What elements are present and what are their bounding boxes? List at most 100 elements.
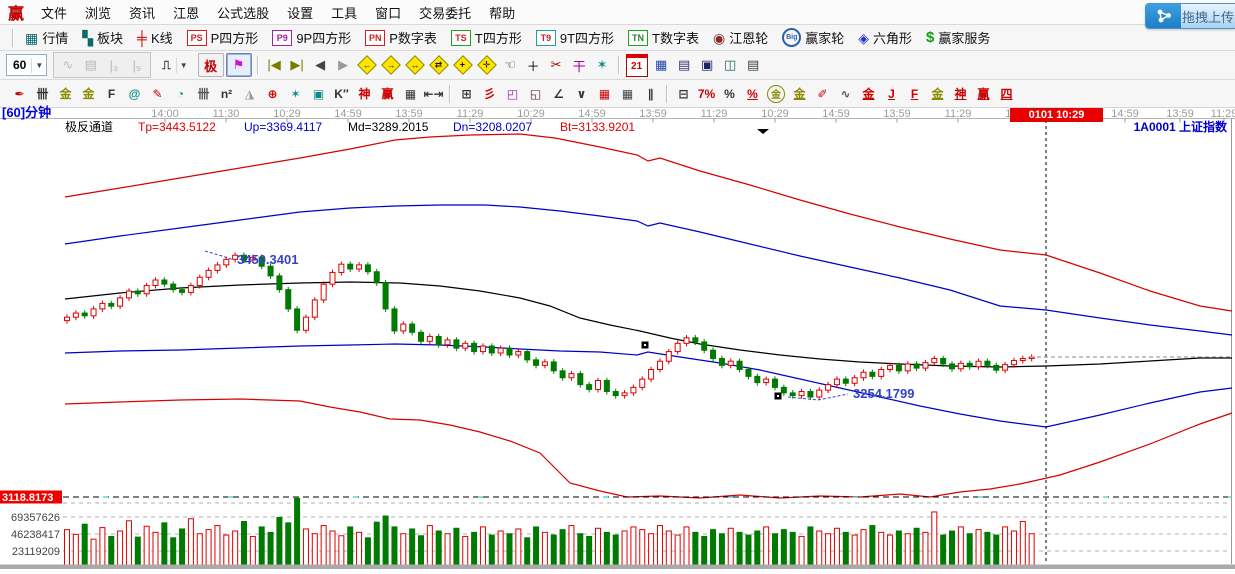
menu-文件[interactable]: 文件 bbox=[41, 5, 68, 21]
toolbar-item-kline[interactable]: ╪ K线 bbox=[130, 28, 180, 47]
toolbar-item-9t-square[interactable]: T9 9T四方形 bbox=[529, 28, 621, 47]
menu-浏览[interactable]: 浏览 bbox=[85, 5, 112, 21]
triangle-tool[interactable]: ◮ bbox=[244, 86, 255, 101]
preview-button[interactable]: ◫ bbox=[723, 57, 737, 72]
save-button[interactable]: ▣ bbox=[700, 57, 714, 72]
parallel-lines-tool[interactable]: ∥ bbox=[647, 86, 654, 101]
f-angle-tool[interactable]: F bbox=[910, 86, 919, 101]
notes-button[interactable]: ▤ bbox=[677, 57, 691, 72]
wave-tool[interactable]: ∿ bbox=[840, 86, 851, 101]
ying-angle-tool[interactable]: 赢 bbox=[977, 87, 990, 101]
toolbar-item-9p-square[interactable]: P9 9P四方形 bbox=[265, 28, 358, 47]
dark-grid-tool[interactable]: ▦ bbox=[621, 86, 634, 101]
square-web-tool[interactable]: ▣ bbox=[312, 86, 325, 101]
drag-upload-button[interactable]: 拖拽上传 bbox=[1145, 3, 1235, 29]
shen-angle-tool[interactable]: 神 bbox=[954, 87, 967, 101]
measure-tool-button[interactable]: ✂ bbox=[550, 57, 562, 72]
percent-angle-tool[interactable]: 7% bbox=[697, 86, 716, 101]
jump-last-button[interactable]: ▶| bbox=[290, 57, 304, 72]
hand-tool-button[interactable]: ☜ bbox=[504, 57, 516, 72]
period-select[interactable]: 60 ▼ bbox=[6, 54, 48, 76]
j-angle-tool[interactable]: J bbox=[888, 86, 895, 101]
calculator-button[interactable]: ▦ bbox=[654, 57, 668, 72]
gold-line-tool[interactable]: 金 bbox=[793, 87, 806, 101]
percent-line-tool[interactable]: % bbox=[747, 86, 758, 101]
fan-lines-tool[interactable]: 彡 bbox=[483, 87, 496, 101]
toolbar-item-p-square[interactable]: PS P四方形 bbox=[180, 28, 266, 47]
spiral-tool-button[interactable]: ✶ bbox=[596, 57, 608, 72]
grid-123-tool[interactable]: ▦ bbox=[404, 86, 417, 101]
toolbar-item-sectors[interactable]: ▚ 板块 bbox=[75, 28, 130, 47]
ruler-plain-tool[interactable]: 卌 bbox=[36, 87, 49, 101]
shen-ruler-tool[interactable]: 神 bbox=[358, 87, 371, 101]
angle-lines-tool[interactable]: ∠ bbox=[553, 86, 564, 101]
zoom-in-button[interactable]: + bbox=[452, 55, 473, 75]
calendar-button[interactable]: 21 bbox=[625, 53, 648, 77]
menu-设置[interactable]: 设置 bbox=[287, 5, 314, 21]
menu-窗口[interactable]: 窗口 bbox=[375, 5, 402, 21]
pan-right-button[interactable]: → bbox=[380, 55, 401, 75]
toolbar-item-p-number[interactable]: PN P数字表 bbox=[358, 28, 444, 47]
gold-circle-tool[interactable]: 金 bbox=[767, 84, 785, 103]
toolbar-separator bbox=[666, 84, 668, 103]
red-grid-tool[interactable]: ▦ bbox=[598, 86, 611, 101]
ruler-clock-tool[interactable]: ◔ bbox=[176, 86, 185, 101]
toolbar-item-t-square[interactable]: TS T四方形 bbox=[444, 28, 529, 47]
kline-mark-tool[interactable]: K″ bbox=[334, 86, 349, 101]
si-angle-tool[interactable]: 四 bbox=[1000, 87, 1013, 101]
box-tool[interactable]: ⊞ bbox=[461, 86, 472, 101]
bars-3-icon: |₃ bbox=[109, 57, 119, 73]
ruler-n2-tool[interactable]: n² bbox=[220, 86, 233, 101]
step-forward-button[interactable]: ▶ bbox=[338, 57, 349, 72]
brush-tool[interactable]: ✐ bbox=[817, 86, 828, 101]
indicator-name[interactable]: 极反通道 bbox=[65, 120, 114, 134]
zoom-in-button-arrow-icon: + bbox=[459, 59, 466, 70]
gold-angle-tool[interactable]: 金 bbox=[931, 87, 944, 101]
ruler-gold-1-tool[interactable]: 金 bbox=[59, 87, 72, 101]
draw-pen-tool[interactable]: ✒ bbox=[14, 86, 25, 101]
symbol-name[interactable]: 1A0001 上证指数 bbox=[1133, 120, 1227, 134]
ying-ruler-tool[interactable]: 赢 bbox=[381, 87, 394, 101]
gann-grid-tool-button[interactable]: 干 bbox=[572, 58, 586, 74]
toolbar-item-winner-service[interactable]: $ 赢家服务 bbox=[919, 28, 997, 47]
flag-marker-button[interactable]: ⚑ bbox=[225, 53, 252, 77]
ruler-fibonacci-tool[interactable]: F bbox=[107, 86, 116, 101]
compress-button[interactable]: ⇄ bbox=[428, 55, 449, 75]
gold-red-line-tool[interactable]: 金 bbox=[862, 87, 875, 101]
price-table-tool[interactable]: ⊟ bbox=[678, 86, 689, 101]
print-button[interactable]: ▤ bbox=[746, 57, 760, 72]
target-circle-tool[interactable]: ⊕ bbox=[267, 86, 278, 101]
pan-both-button[interactable]: ↔ bbox=[404, 55, 425, 75]
crosshair-tool-button[interactable]: ＋ bbox=[526, 58, 540, 74]
toolbar-item-gann-wheel[interactable]: ◉ 江恩轮 bbox=[706, 28, 775, 47]
zigzag-tool[interactable]: ∨ bbox=[576, 86, 587, 101]
ruler-spiral-tool[interactable]: @ bbox=[128, 86, 141, 101]
width-ruler-tool[interactable]: ⇤⇥ bbox=[423, 86, 444, 101]
pan-left-button[interactable]: ← bbox=[356, 55, 377, 75]
menu-资讯[interactable]: 资讯 bbox=[129, 5, 156, 21]
time-label: 10:29 bbox=[273, 108, 301, 120]
toolbar-item-t-number[interactable]: TN T数字表 bbox=[621, 28, 706, 47]
ruler-pen-tool[interactable]: ✎ bbox=[152, 86, 163, 101]
zoom-fit-button[interactable]: ✛ bbox=[476, 55, 497, 75]
jump-first-button[interactable]: |◀ bbox=[267, 57, 281, 72]
price-volume-chart[interactable]: 3118.8173 69357626 46238417 23119209 3450.34… bbox=[0, 118, 1235, 569]
extreme-channel-button[interactable]: 极 bbox=[197, 53, 224, 77]
percent-tool[interactable]: % bbox=[724, 86, 735, 101]
toolbar-item-winner-wheel[interactable]: Big 赢家轮 bbox=[775, 28, 851, 47]
menu-工具[interactable]: 工具 bbox=[331, 5, 358, 21]
menu-江恩[interactable]: 江恩 bbox=[173, 5, 200, 21]
menu-帮助[interactable]: 帮助 bbox=[489, 5, 516, 21]
chart-panel[interactable]: 3118.8173 69357626 46238417 23119209 3450.34… bbox=[0, 118, 1235, 569]
fan-box-tool[interactable]: ◰ bbox=[506, 86, 519, 101]
box-fan-tool[interactable]: ◱ bbox=[529, 86, 542, 101]
toolbar-item-hexagon[interactable]: ◈ 六角形 bbox=[851, 28, 919, 47]
radial-web-tool[interactable]: ✶ bbox=[290, 86, 301, 101]
toolbar-item-quotes[interactable]: ▦ 行情 bbox=[18, 28, 75, 47]
menu-交易委托[interactable]: 交易委托 bbox=[419, 5, 472, 21]
candle-style-select[interactable]: ⎍ ▼ bbox=[156, 55, 191, 75]
ruler-ticks-tool[interactable]: 卌 bbox=[197, 87, 210, 101]
menu-公式选股[interactable]: 公式选股 bbox=[217, 5, 270, 21]
step-back-button[interactable]: ◀ bbox=[315, 57, 326, 72]
ruler-gold-2-tool[interactable]: 金 bbox=[82, 87, 95, 101]
